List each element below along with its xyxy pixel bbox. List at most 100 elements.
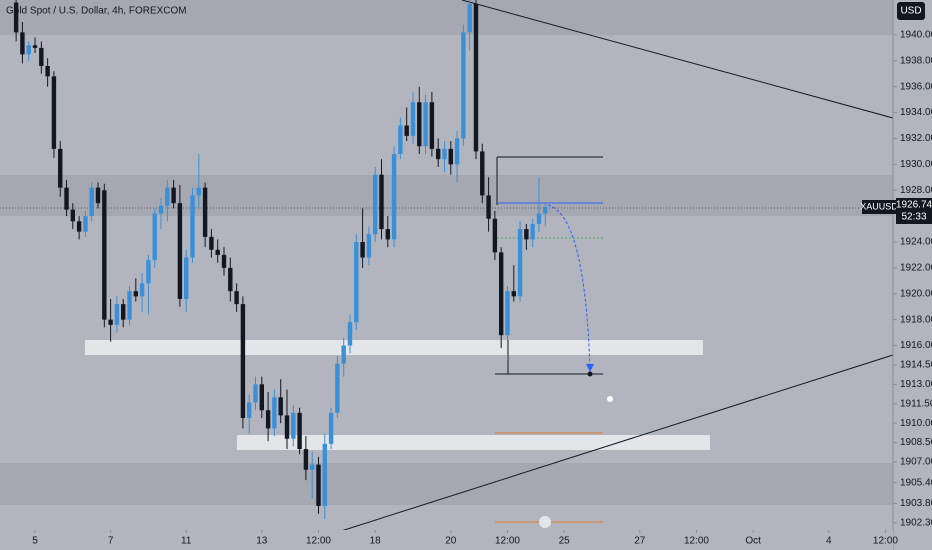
x-tick-label: 12:00 [873,536,898,547]
candle-body [26,45,31,55]
candle-body [76,221,82,232]
candle-body [385,229,390,240]
candle-body [410,102,416,136]
y-tick-label: 1903.80 [900,498,932,509]
candle-body [328,412,334,444]
y-tick-label: 1932.00 [900,133,932,144]
candle-body [341,345,346,364]
candle-body [322,443,328,506]
candle-body [480,151,485,196]
y-tick-label: 1918.00 [900,314,932,325]
y-tick-label: 1905.40 [900,477,932,488]
candle-body [13,2,19,33]
candle-body [39,47,44,66]
candle-body [379,174,384,230]
candle-body [423,102,428,147]
candle-body [45,66,50,77]
zone [0,463,893,505]
candle-body [259,384,265,411]
zone [0,0,893,35]
candle-body [354,242,359,323]
icon[interactable] [539,516,551,528]
currency-button[interactable] [897,2,925,20]
candle-body [228,267,233,292]
y-tick-label: 1922.00 [900,263,932,274]
candle-body [133,291,139,297]
y-tick-label: 1902.30 [900,517,932,528]
candle-body [448,148,453,165]
candle-body [272,397,277,429]
candle-body [221,254,227,268]
x-tick-label: Oct [745,536,761,547]
chart-title: Gold Spot / U.S. Dollar, 4h, FOREXCOM [6,6,187,17]
candle-body [89,187,94,217]
candle-body [473,3,479,152]
candle-body [20,32,25,55]
y-tick-label: 1924.00 [900,237,932,248]
candle-body [398,125,403,154]
y-tick-label: 1936.00 [900,81,932,92]
point [587,371,593,377]
y-tick-label: 1908.50 [900,437,932,448]
candle-body [498,252,504,336]
candle-body [190,195,195,258]
zone [0,175,893,216]
candle-body [95,187,101,204]
candle-body [102,190,107,320]
candle-body [291,412,296,439]
candle-body [209,236,214,250]
candle-body [253,384,258,403]
y-tick-label: 1911.50 [900,398,932,409]
x-tick-label: 4 [826,536,832,547]
candle-body [196,187,202,196]
candle-body [171,187,176,204]
x-tick-label: 12:00 [684,536,709,547]
candle-body [265,410,271,429]
candle-body [511,291,516,297]
candle-body [70,209,76,222]
y-tick-label: 1910.00 [900,418,932,429]
candle-body [505,291,510,336]
symbol-tag [862,200,896,214]
candle-body [435,148,441,160]
x-tick-label: 11 [181,536,192,547]
candle-body [467,3,472,33]
arrow-head [586,364,594,372]
candle-body [215,249,220,255]
candle-body [454,138,460,165]
candle-body [121,304,126,320]
candle-body [240,304,246,418]
candle-body [442,148,447,160]
y-tick-label: 1913.00 [900,379,932,390]
candle-body [404,125,409,136]
candle-body [246,402,252,418]
y-tick-label: 1928.00 [900,185,932,196]
last-price: 1926.74 [896,200,932,211]
trendline [461,0,894,119]
x-tick-label: 12:00 [495,536,520,547]
candle-body [530,223,535,240]
candle-body [32,45,38,48]
candles [13,0,548,519]
candle-body [360,242,365,258]
y-tick-label: 1938.00 [900,55,932,66]
countdown: 52:33 [901,212,926,223]
x-tick-label: 27 [634,536,646,547]
x-tick-label: 12:00 [306,536,331,547]
x-tick-label: 5 [32,536,38,547]
time-axis [0,530,893,550]
y-tick-label: 1907.00 [900,457,932,468]
currency-label[interactable]: USD [900,6,921,17]
trendline [337,354,894,533]
candle-body [297,412,302,450]
candle-body [284,415,290,439]
candle-body [316,464,321,506]
candle-body [165,187,170,206]
x-tick-label: 20 [445,536,457,547]
candle-body [184,257,189,299]
candle-body [524,229,529,240]
candle-body [64,187,69,210]
